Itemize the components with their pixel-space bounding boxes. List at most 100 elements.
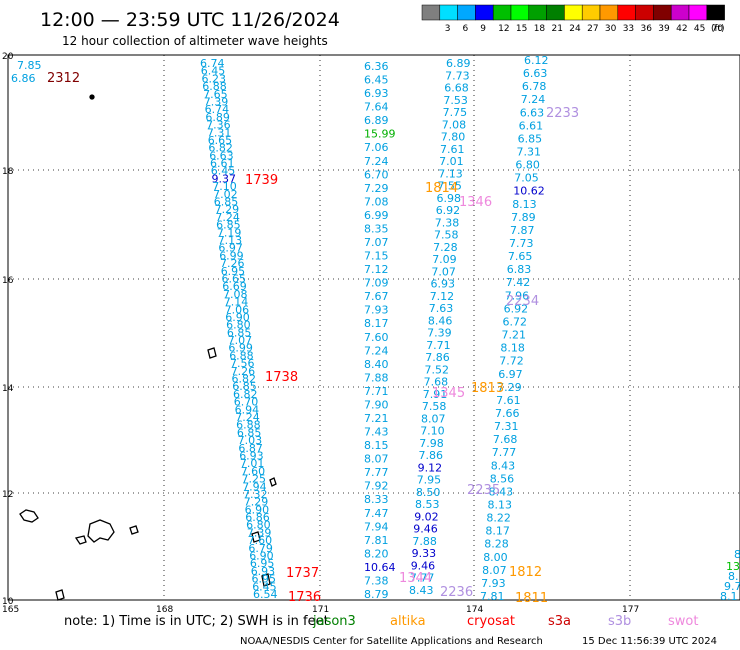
- wave-height-value: 6.78: [522, 80, 547, 93]
- latitude-label: 18: [2, 167, 14, 177]
- colorbar-swatch: [492, 4, 512, 21]
- track-id-label: 1344: [399, 571, 432, 586]
- wave-height-value: 7.24: [235, 411, 259, 424]
- wave-height-value: 6.88: [236, 419, 261, 432]
- wave-height-value: 8.40: [364, 358, 389, 371]
- latitude-label: 14: [2, 384, 14, 394]
- wave-height-value: 8.35: [364, 223, 389, 236]
- wave-height-value: 9.33: [412, 547, 437, 560]
- wave-height-value: 7.13: [438, 167, 463, 180]
- wave-height-value: 7.53: [443, 94, 468, 107]
- satellite-legend: jason3 altika cryosat s3a s3b swot: [312, 614, 698, 629]
- wave-height-value: 8.79: [364, 588, 389, 601]
- wave-height-value: 7.61: [496, 394, 520, 407]
- wave-height-value: 6.45: [211, 165, 236, 178]
- colorbar-swatch: [457, 4, 476, 21]
- latitude-label: 12: [2, 490, 13, 500]
- wave-height-value: 6.85: [237, 426, 262, 439]
- wave-height-value: 7.91: [423, 388, 448, 401]
- wave-height-value: 10.64: [364, 561, 396, 574]
- wave-height-value: 6.69: [222, 280, 247, 293]
- colorbar-swatch: [617, 4, 636, 21]
- wave-height-value: 8.07: [421, 412, 446, 425]
- wave-height-value: 7.03: [238, 434, 263, 447]
- wave-height-value: 8.43: [489, 485, 513, 498]
- legend-item-s3b: s3b: [608, 614, 631, 629]
- wave-height-value: 7.01: [240, 457, 265, 470]
- wave-height-value: 6.88: [202, 80, 227, 93]
- wave-height-value: 7.73: [445, 69, 470, 82]
- colorbar-label: 33: [623, 24, 634, 34]
- longitude-label: 177: [622, 605, 639, 615]
- track-id-label: 1739: [245, 173, 278, 188]
- wave-height-value: 7.65: [203, 88, 228, 101]
- wave-height-value: 6.85: [216, 219, 241, 232]
- wave-height-value: 15.99: [364, 128, 396, 141]
- wave-height-value: 7.24: [215, 211, 240, 224]
- colorbar-unit: (ft): [711, 24, 725, 34]
- wave-height-value: 8.56: [490, 472, 515, 485]
- wave-height-value: 7.09: [432, 253, 457, 266]
- wave-height-tracks: 7.856.866.746.456.236.887.657.396.746.89…: [11, 54, 740, 603]
- wave-height-value: 7.39: [427, 327, 452, 340]
- island-outline: [129, 525, 139, 535]
- wave-height-value: 7.25: [242, 473, 267, 486]
- wave-height-value: 7.88: [412, 535, 437, 548]
- legend-item-swot: swot: [668, 614, 698, 629]
- track-id-label: 1814: [425, 181, 458, 196]
- wave-height-value: 8.00: [483, 551, 508, 564]
- wave-height-value: 6.65: [208, 134, 233, 147]
- wave-height-value: 8.43: [409, 584, 434, 597]
- wave-height-value: 7.07: [228, 334, 253, 347]
- latitude-label: 10: [2, 597, 14, 607]
- wave-height-value: 7.02: [213, 188, 238, 201]
- wave-height-value: 6.12: [524, 54, 549, 67]
- track-id-label: 1345: [432, 386, 465, 401]
- track-id-label: 2312: [47, 71, 80, 86]
- wave-height-value: 7.93: [364, 304, 389, 317]
- wave-height-value: 6.54: [253, 588, 278, 601]
- wave-height-value: 7.75: [443, 106, 468, 119]
- island-outline: [89, 94, 95, 100]
- wave-height-value: 7.26: [231, 365, 256, 378]
- colorbar-swatch: [528, 4, 547, 21]
- wave-height-value: 7.96: [505, 289, 530, 302]
- wave-height-value: 7.81: [364, 534, 389, 547]
- colorbar-label: 45: [694, 24, 705, 34]
- track-id-label: 1346: [459, 195, 492, 210]
- wave-height-value: 6.82: [208, 142, 233, 155]
- wave-height-value: 6.45: [252, 580, 277, 593]
- island-outline: [207, 347, 217, 359]
- wave-height-value: 8.53: [415, 498, 440, 511]
- wave-height-value: 7.10: [420, 425, 445, 438]
- wave-height-value: 8.15: [364, 439, 389, 452]
- colorbar-swatch: [510, 4, 530, 21]
- wave-height-value: 8.22: [486, 512, 511, 525]
- wave-height-value: 6.90: [245, 503, 270, 516]
- wave-height-value: 7.42: [506, 276, 531, 289]
- wave-height-value: 6.93: [251, 565, 276, 578]
- wave-height-value: 7.26: [220, 257, 245, 270]
- longitude-label: 171: [312, 605, 329, 615]
- colorbar-swatch: [564, 4, 583, 21]
- wave-height-value: 7.94: [242, 480, 267, 493]
- colorbar-label: 30: [605, 24, 617, 34]
- wave-height-value: 6.86: [11, 72, 36, 85]
- wave-height-value: 6.82: [233, 388, 258, 401]
- wave-height-value: 7.68: [424, 376, 449, 389]
- wave-height-value: 8.28: [484, 538, 509, 551]
- wave-height-value: 6.45: [201, 65, 226, 78]
- wave-height-value: 7.47: [364, 507, 389, 520]
- wave-height-value: 7.72: [499, 355, 524, 368]
- wave-height-value: 7.12: [364, 263, 389, 276]
- wave-height-value: 6.61: [519, 119, 544, 132]
- colorbar-label: 39: [658, 24, 670, 34]
- wave-height-value: 6.23: [202, 72, 227, 85]
- wave-height-value: 6.98: [437, 192, 462, 205]
- wave-height-value: 6.61: [210, 157, 235, 170]
- wave-height-value: 7.31: [207, 126, 232, 139]
- wave-height-value: 9.02: [414, 511, 439, 524]
- wave-height-value: 7.24: [521, 93, 546, 106]
- wave-height-value: 8.07: [364, 453, 389, 466]
